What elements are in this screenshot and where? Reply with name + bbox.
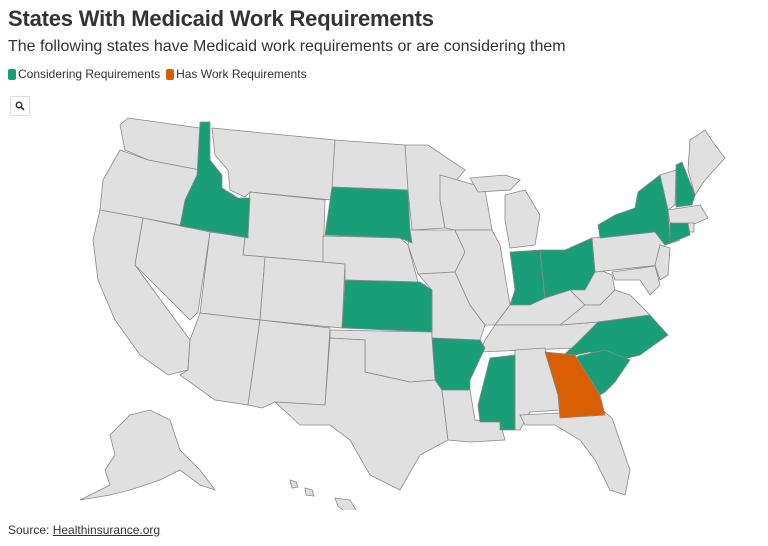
us-states-map bbox=[79, 117, 726, 510]
state-idaho[interactable] bbox=[179, 121, 251, 239]
source-label: Source: bbox=[8, 523, 50, 537]
state-colorado[interactable] bbox=[259, 256, 346, 329]
state-new-jersey[interactable] bbox=[654, 244, 671, 281]
state-north-dakota[interactable] bbox=[331, 139, 411, 191]
state-michigan[interactable] bbox=[469, 174, 541, 249]
state-arizona[interactable] bbox=[179, 312, 261, 406]
state-ohio[interactable] bbox=[539, 237, 596, 299]
chart-subtitle: The following states have Medicaid work … bbox=[8, 38, 566, 55]
state-iowa[interactable] bbox=[407, 229, 466, 275]
search-icon bbox=[15, 101, 25, 111]
state-massachusetts[interactable] bbox=[667, 204, 709, 226]
state-south-dakota[interactable] bbox=[324, 186, 413, 244]
state-new-hampshire[interactable] bbox=[675, 161, 696, 208]
source-footer: Source: Healthinsurance.org bbox=[8, 523, 160, 537]
legend-swatch-considering bbox=[8, 68, 16, 80]
state-louisiana[interactable] bbox=[441, 389, 506, 443]
state-new-mexico[interactable] bbox=[247, 319, 331, 409]
source-link[interactable]: Healthinsurance.org bbox=[52, 523, 161, 537]
state-georgia[interactable] bbox=[544, 351, 606, 419]
state-maryland[interactable] bbox=[611, 265, 661, 296]
state-arkansas[interactable] bbox=[431, 337, 486, 391]
legend-item-considering[interactable]: Considering Requirements bbox=[8, 67, 160, 81]
state-new-york[interactable] bbox=[597, 174, 681, 246]
legend-item-has-requirements[interactable]: Has Work Requirements bbox=[166, 67, 307, 81]
state-kansas[interactable] bbox=[341, 279, 433, 333]
state-connecticut[interactable] bbox=[669, 222, 691, 244]
state-mississippi[interactable] bbox=[477, 354, 516, 431]
legend-label: Considering Requirements bbox=[18, 67, 161, 81]
state-wyoming[interactable] bbox=[242, 191, 326, 263]
chart-title: States With Medicaid Work Requirements bbox=[8, 6, 434, 31]
state-maine[interactable] bbox=[687, 129, 726, 196]
state-hawaii[interactable] bbox=[289, 479, 357, 510]
legend: Considering Requirements Has Work Requir… bbox=[8, 67, 307, 81]
state-texas[interactable] bbox=[273, 337, 449, 491]
state-illinois[interactable] bbox=[454, 229, 511, 326]
state-montana[interactable] bbox=[211, 127, 336, 201]
legend-label: Has Work Requirements bbox=[176, 67, 307, 81]
state-indiana[interactable] bbox=[509, 249, 546, 306]
map-zoom-button[interactable] bbox=[10, 96, 30, 116]
legend-swatch-has-requirements bbox=[166, 68, 175, 80]
state-florida[interactable] bbox=[519, 409, 631, 496]
state-alaska[interactable] bbox=[79, 409, 217, 501]
